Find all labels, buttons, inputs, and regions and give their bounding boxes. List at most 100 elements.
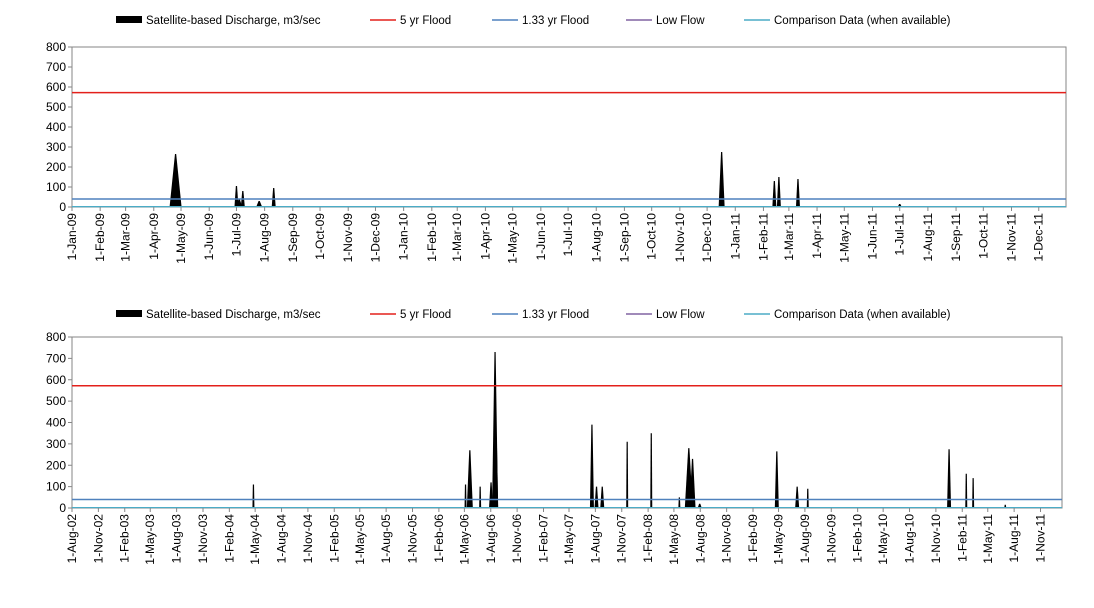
discharge-peak <box>594 486 599 508</box>
y-tick-label: 700 <box>46 351 66 365</box>
y-tick-label: 500 <box>46 100 66 114</box>
discharge-peak <box>795 486 800 508</box>
x-tick-label: 1-Aug-03 <box>170 514 184 564</box>
x-tick-label: 1-Jan-10 <box>397 213 411 261</box>
x-tick-label: 1-Feb-08 <box>641 514 655 563</box>
discharge-peak <box>650 433 653 508</box>
discharge-peak <box>795 179 800 207</box>
legend-label: Satellite-based Discharge, m3/sec <box>146 309 321 321</box>
y-tick-label: 400 <box>46 416 66 430</box>
discharge-peak <box>772 181 777 207</box>
x-tick-label: 1-Aug-05 <box>379 514 393 564</box>
discharge-peak <box>234 186 239 207</box>
x-tick-label: 1-May-05 <box>353 514 367 565</box>
x-tick-label: 1-Oct-10 <box>645 213 659 260</box>
x-tick-label: 1-Feb-10 <box>851 514 865 563</box>
x-tick-label: 1-Aug-07 <box>588 514 602 564</box>
discharge-peak <box>600 486 605 508</box>
x-tick-label: 1-Nov-08 <box>720 514 734 564</box>
legend-swatch <box>116 310 142 317</box>
x-tick-label: 1-Jun-09 <box>202 213 216 261</box>
legend-label: Comparison Data (when available) <box>774 309 951 321</box>
x-tick-label: 1-Feb-05 <box>327 514 341 563</box>
x-tick-label: 1-Nov-04 <box>301 514 315 564</box>
x-tick-label: 1-Dec-11 <box>1032 213 1046 262</box>
x-tick-label: 1-Jun-11 <box>865 213 879 260</box>
x-tick-label: 1-Nov-09 <box>341 213 355 263</box>
x-tick-label: 1-Mar-10 <box>450 213 464 262</box>
y-tick-label: 100 <box>46 480 66 494</box>
x-tick-label: 1-Aug-02 <box>65 514 79 564</box>
legend-label: Low Flow <box>656 15 705 27</box>
y-tick-label: 800 <box>46 330 66 344</box>
y-tick-label: 800 <box>46 40 66 54</box>
x-tick-label: 1-Feb-11 <box>955 514 969 562</box>
x-tick-label: 1-Apr-11 <box>810 213 824 259</box>
x-tick-label: 1-Oct-09 <box>313 213 327 260</box>
x-tick-label: 1-Feb-07 <box>536 514 550 563</box>
x-tick-label: 1-Aug-09 <box>258 213 272 263</box>
y-tick-label: 700 <box>46 60 66 74</box>
x-tick-label: 1-Feb-04 <box>222 514 236 563</box>
x-tick-label: 1-Dec-09 <box>368 213 382 263</box>
x-tick-label: 1-Nov-10 <box>673 213 687 263</box>
x-tick-label: 1-Apr-09 <box>147 213 161 260</box>
x-tick-label: 1-Aug-09 <box>798 514 812 564</box>
y-tick-label: 300 <box>46 437 66 451</box>
x-tick-label: 1-Nov-03 <box>196 514 210 564</box>
x-tick-label: 1-Aug-11 <box>1007 514 1021 563</box>
x-tick-label: 1-Jan-09 <box>65 213 79 261</box>
x-tick-label: 1-Nov-06 <box>510 514 524 564</box>
x-tick-label: 1-Feb-09 <box>93 213 107 262</box>
x-tick-label: 1-Sep-10 <box>617 213 631 263</box>
x-tick-label: 1-May-10 <box>506 213 520 264</box>
y-tick-label: 0 <box>59 501 66 515</box>
discharge-peak <box>626 441 629 508</box>
discharge-peak <box>489 482 494 508</box>
y-tick-label: 300 <box>46 140 66 154</box>
x-tick-label: 1-Feb-03 <box>118 514 132 563</box>
legend-label: 5 yr Flood <box>400 309 451 321</box>
x-tick-label: 1-Jul-11 <box>893 213 907 256</box>
x-tick-label: 1-Nov-11 <box>1004 213 1018 262</box>
x-tick-label: 1-Aug-10 <box>589 213 603 263</box>
x-tick-label: 1-Aug-08 <box>693 514 707 564</box>
x-tick-label: 1-Sep-11 <box>949 213 963 262</box>
x-tick-label: 1-Jul-09 <box>229 213 243 257</box>
legend-label: Comparison Data (when available) <box>774 15 951 27</box>
discharge-peak <box>236 199 243 207</box>
x-tick-label: 1-Nov-09 <box>824 514 838 564</box>
x-tick-label: 1-May-11 <box>837 213 851 263</box>
discharge-peak <box>972 478 975 508</box>
y-tick-label: 0 <box>59 200 66 214</box>
x-tick-label: 1-Sep-09 <box>286 213 300 263</box>
x-tick-label: 1-May-07 <box>562 514 576 565</box>
x-tick-label: 1-Aug-06 <box>484 514 498 564</box>
y-tick-label: 200 <box>46 160 66 174</box>
x-tick-label: 1-Mar-09 <box>119 213 133 262</box>
legend: Satellite-based Discharge, m3/sec 5 yr Fl… <box>116 309 951 321</box>
discharge-peak <box>494 437 499 508</box>
x-tick-label: 1-May-09 <box>174 213 188 264</box>
legend: Satellite-based Discharge, m3/sec 5 yr Fl… <box>116 15 951 27</box>
x-tick-label: 1-May-08 <box>667 514 681 565</box>
x-tick-label: 1-Aug-04 <box>275 514 289 564</box>
x-tick-label: 1-Aug-11 <box>921 213 935 262</box>
y-tick-label: 400 <box>46 120 66 134</box>
y-tick-label: 500 <box>46 394 66 408</box>
x-tick-label: 1-Apr-10 <box>478 213 492 260</box>
x-tick-label: 1-Nov-10 <box>929 514 943 564</box>
legend-label: 5 yr Flood <box>400 15 451 27</box>
discharge-peak <box>697 503 702 508</box>
x-tick-label: 1-May-11 <box>981 514 995 564</box>
y-tick-label: 100 <box>46 180 66 194</box>
x-tick-label: 1-May-10 <box>876 514 890 565</box>
x-tick-label: 1-Nov-02 <box>91 514 105 564</box>
plot-area <box>71 46 1067 208</box>
legend-label: Low Flow <box>656 309 705 321</box>
legend-label: 1.33 yr Flood <box>522 309 589 321</box>
discharge-peak <box>806 488 809 508</box>
x-tick-label: 1-Dec-10 <box>700 213 714 263</box>
x-tick-label: 1-May-06 <box>457 514 471 565</box>
x-tick-label: 1-May-09 <box>772 514 786 565</box>
